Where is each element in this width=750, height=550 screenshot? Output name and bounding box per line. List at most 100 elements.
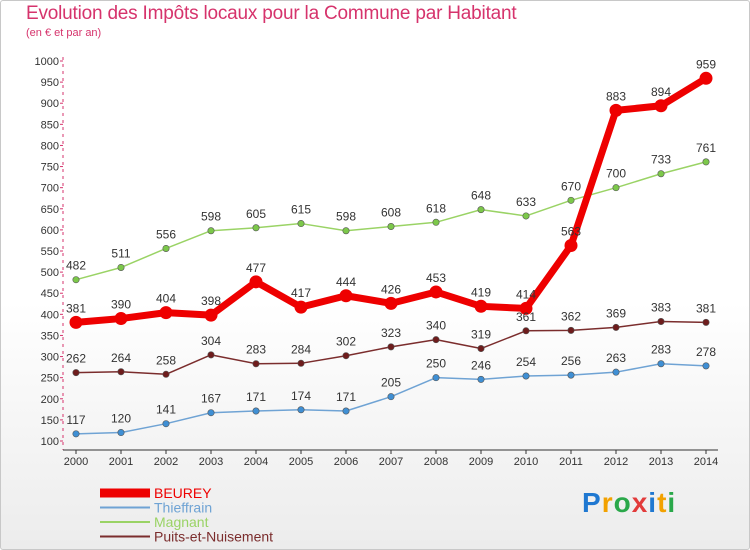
- data-label-puits-et-nuisement: 340: [426, 319, 446, 333]
- data-label-thieffrain: 167: [201, 392, 221, 406]
- data-point-thieffrain: [432, 374, 440, 382]
- data-point-puits-et-nuisement: [387, 343, 395, 351]
- logo-letter: o: [613, 487, 632, 518]
- data-label-magnant: 618: [426, 201, 446, 215]
- data-point-puits-et-nuisement: [432, 336, 440, 344]
- data-point-puits-et-nuisement: [117, 368, 125, 376]
- data-point-beurey: [699, 71, 713, 85]
- data-point-thieffrain: [117, 429, 125, 437]
- data-point-magnant: [657, 170, 665, 178]
- data-point-magnant: [297, 220, 305, 228]
- data-point-thieffrain: [477, 375, 485, 383]
- x-tick-label: 2014: [694, 456, 718, 468]
- x-tick-label: 2009: [469, 456, 493, 468]
- data-point-thieffrain: [702, 362, 710, 370]
- series-puits-et-nuisement: [72, 318, 710, 378]
- y-tick-label: 350: [41, 330, 59, 342]
- data-point-puits-et-nuisement: [522, 327, 530, 335]
- data-point-thieffrain: [567, 371, 575, 379]
- data-point-puits-et-nuisement: [207, 351, 215, 359]
- data-point-beurey: [69, 315, 83, 329]
- data-point-puits-et-nuisement: [297, 359, 305, 367]
- series-lines: [69, 71, 713, 438]
- legend: BEUREYThieffrainMagnantPuits-et-Nuisemen…: [100, 485, 273, 545]
- x-tick-label: 2002: [154, 456, 178, 468]
- data-label-puits-et-nuisement: 381: [696, 301, 716, 315]
- data-point-puits-et-nuisement: [342, 352, 350, 360]
- data-label-puits-et-nuisement: 284: [291, 342, 311, 356]
- data-point-magnant: [162, 244, 170, 252]
- proxiti-logo: Proxiti: [582, 487, 676, 519]
- y-tick-label: 750: [41, 162, 59, 174]
- data-point-beurey: [429, 285, 443, 299]
- data-label-puits-et-nuisement: 319: [471, 328, 491, 342]
- data-point-puits-et-nuisement: [702, 318, 710, 326]
- data-label-beurey: 426: [381, 282, 401, 296]
- data-label-thieffrain: 278: [696, 345, 716, 359]
- data-label-thieffrain: 141: [156, 403, 176, 417]
- y-tick-label: 100: [41, 436, 59, 448]
- y-tick-label: 250: [41, 373, 59, 385]
- data-label-magnant: 598: [336, 210, 356, 224]
- legend-label-thieffrain: Thieffrain: [154, 500, 212, 516]
- data-point-beurey: [339, 289, 353, 303]
- data-label-magnant: 733: [651, 153, 671, 167]
- data-point-thieffrain: [342, 407, 350, 415]
- y-tick-label: 1000: [35, 56, 59, 68]
- y-tick-label: 150: [41, 415, 59, 427]
- data-label-thieffrain: 256: [561, 354, 581, 368]
- y-tick-label: 800: [41, 140, 59, 152]
- x-tick-label: 2011: [559, 456, 583, 468]
- data-label-puits-et-nuisement: 283: [246, 343, 266, 357]
- data-label-beurey: 404: [156, 292, 176, 306]
- legend-label-magnant: Magnant: [154, 514, 209, 530]
- data-point-puits-et-nuisement: [567, 326, 575, 334]
- data-label-magnant: 598: [201, 210, 221, 224]
- data-point-puits-et-nuisement: [612, 323, 620, 331]
- chart-title: Evolution des Impôts locaux pour la Comm…: [26, 3, 517, 24]
- x-tick-label: 2007: [379, 456, 403, 468]
- y-tick-label: 650: [41, 204, 59, 216]
- data-point-magnant: [72, 276, 80, 284]
- data-label-magnant: 761: [696, 141, 716, 155]
- data-label-beurey: 390: [111, 298, 131, 312]
- data-label-magnant: 633: [516, 195, 536, 209]
- data-point-beurey: [609, 103, 623, 117]
- data-point-thieffrain: [297, 406, 305, 414]
- data-label-thieffrain: 254: [516, 355, 536, 369]
- data-label-puits-et-nuisement: 262: [66, 352, 86, 366]
- data-label-thieffrain: 117: [66, 413, 85, 427]
- data-point-thieffrain: [612, 368, 620, 376]
- x-tick-label: 2010: [514, 456, 538, 468]
- data-point-magnant: [522, 212, 530, 220]
- data-label-puits-et-nuisement: 361: [516, 310, 536, 324]
- x-tick-label: 2000: [64, 456, 88, 468]
- data-label-beurey: 477: [246, 261, 266, 275]
- data-label-magnant: 608: [381, 206, 401, 220]
- data-label-beurey: 398: [201, 294, 221, 308]
- data-point-thieffrain: [162, 420, 170, 428]
- x-tick-label: 2008: [424, 456, 448, 468]
- data-point-puits-et-nuisement: [252, 360, 260, 368]
- data-point-puits-et-nuisement: [162, 370, 170, 378]
- data-point-beurey: [564, 239, 578, 253]
- data-point-thieffrain: [387, 393, 395, 401]
- x-tick-label: 2003: [199, 456, 223, 468]
- data-point-thieffrain: [657, 360, 665, 368]
- data-point-magnant: [567, 196, 575, 204]
- data-point-magnant: [702, 158, 710, 166]
- data-label-beurey: 453: [426, 271, 446, 285]
- data-label-beurey: 894: [651, 85, 671, 99]
- series-magnant: [72, 158, 710, 284]
- logo-letter: r: [601, 487, 614, 518]
- y-tick-label: 200: [41, 394, 59, 406]
- data-point-magnant: [432, 218, 440, 226]
- data-point-magnant: [117, 263, 125, 271]
- data-label-thieffrain: 120: [111, 412, 131, 426]
- data-point-magnant: [477, 206, 485, 214]
- data-label-magnant: 556: [156, 227, 176, 241]
- data-label-beurey: 381: [66, 301, 86, 315]
- data-point-beurey: [384, 296, 398, 310]
